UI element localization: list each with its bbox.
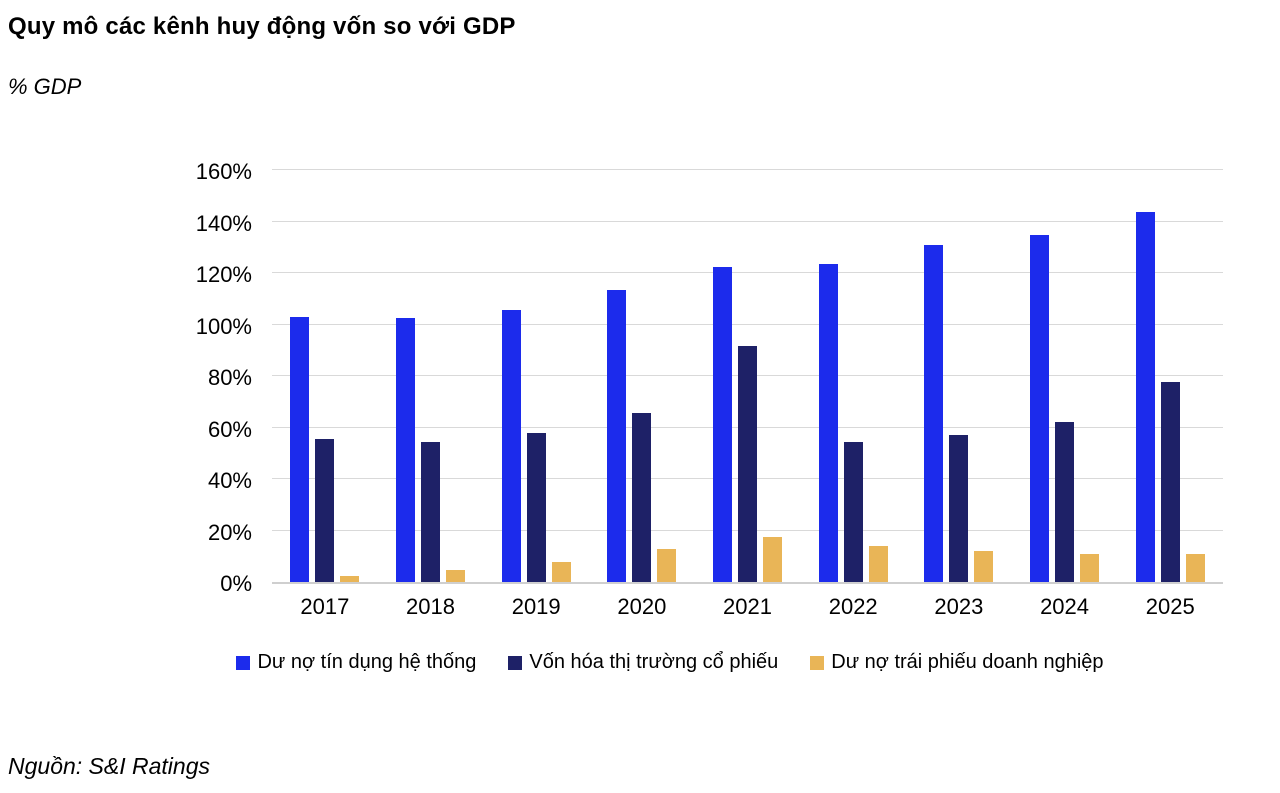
bar <box>1185 553 1205 582</box>
x-tick-label: 2018 <box>406 594 455 619</box>
bar <box>607 289 627 582</box>
legend-item: Dư nợ trái phiếu doanh nghiệp <box>810 651 1104 674</box>
bar <box>868 546 888 582</box>
bar <box>632 412 652 582</box>
legend-item: Dư nợ tín dụng hệ thống <box>236 651 476 674</box>
bar-group-2021 <box>695 172 801 582</box>
source-note: Nguồn: S&I Ratings <box>8 753 211 779</box>
bar <box>843 442 863 582</box>
bar <box>290 316 310 582</box>
x-tick-label: 2023 <box>934 594 984 619</box>
bar-group-2019 <box>483 172 589 582</box>
plot-area <box>272 169 1223 584</box>
bar <box>924 245 944 582</box>
chart-unit-label: % GDP <box>8 74 82 99</box>
bar-group-2025 <box>1117 172 1223 582</box>
x-tick-label: 2020 <box>617 594 667 619</box>
x-tick-label: 2025 <box>1145 594 1195 619</box>
x-tick-label: 2021 <box>723 594 772 619</box>
bar <box>1080 553 1100 582</box>
y-tick-label: 20% <box>207 519 252 545</box>
legend: Dư nợ tín dụng hệ thống Vốn hóa thị trườn… <box>110 651 1230 674</box>
y-tick-label: 100% <box>195 313 252 339</box>
legend-item: Vốn hóa thị trường cổ phiếu <box>508 651 778 674</box>
bar <box>738 346 758 582</box>
y-tick-label: 60% <box>207 416 252 442</box>
bar <box>340 575 360 582</box>
bar <box>949 434 969 582</box>
bar <box>526 433 546 582</box>
bar-group-2023 <box>906 172 1012 582</box>
bar-group-2020 <box>589 172 695 582</box>
bar <box>446 570 465 582</box>
gridline <box>272 323 1223 325</box>
y-tick-label: 140% <box>195 210 252 236</box>
bar <box>1055 421 1075 582</box>
bar <box>974 551 994 582</box>
bar <box>551 561 571 582</box>
legend-label: Vốn hóa thị trường cổ phiếu <box>529 651 779 673</box>
legend-swatch-icon <box>508 655 523 670</box>
legend-swatch-icon <box>236 655 251 670</box>
chart-title: Quy mô các kênh huy động vốn so với GDP <box>8 13 516 40</box>
bar <box>657 548 677 582</box>
y-tick-label: 0% <box>220 571 252 596</box>
y-tick-label: 160% <box>195 159 252 184</box>
gridline <box>272 169 1223 170</box>
bar-groups <box>272 172 1223 582</box>
bar <box>315 438 335 582</box>
x-tick-label: 2022 <box>828 594 878 619</box>
bar <box>1160 382 1180 582</box>
bar-group-2018 <box>378 172 484 582</box>
legend-label: Dư nợ trái phiếu doanh nghiệp <box>831 651 1104 673</box>
legend-label: Dư nợ tín dụng hệ thống <box>257 651 477 673</box>
y-tick-label: 40% <box>207 468 252 493</box>
y-axis: 0% 20% 40% 60% 80% 100% 120% 140% 160% <box>100 160 252 596</box>
x-axis: 2017 2018 2019 2020 2021 2022 2023 2024 2025 <box>272 594 1223 620</box>
bar-group-2024 <box>1012 172 1118 582</box>
y-tick-label: 120% <box>195 262 252 287</box>
x-tick-label: 2019 <box>511 594 561 619</box>
legend-swatch-icon <box>810 655 825 670</box>
bar-group-2017 <box>272 172 378 582</box>
bar <box>1030 234 1050 582</box>
x-tick-label: 2024 <box>1040 594 1090 619</box>
bar <box>713 266 733 582</box>
y-tick-label: 80% <box>207 365 252 390</box>
bar <box>501 310 521 582</box>
bar <box>818 264 838 582</box>
x-tick-label: 2017 <box>300 594 350 619</box>
gridline <box>272 272 1223 273</box>
bar <box>396 318 415 582</box>
bar <box>1135 211 1155 582</box>
bar-group-2022 <box>800 172 906 582</box>
bar <box>763 537 783 582</box>
bar <box>421 442 440 582</box>
gridline <box>272 220 1223 222</box>
